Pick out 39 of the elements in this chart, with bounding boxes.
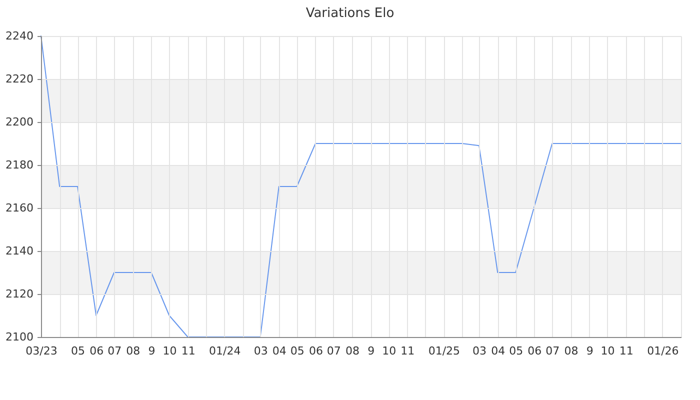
- x-tick-label: 08: [564, 344, 578, 358]
- x-tick-label: 11: [181, 344, 196, 358]
- x-tick-label: 10: [600, 344, 615, 358]
- y-tick-label: 2220: [6, 72, 34, 86]
- x-tick-label: 08: [346, 344, 360, 358]
- x-tick-label: 06: [528, 344, 542, 358]
- x-tick-label: 06: [308, 344, 323, 358]
- x-tick-label: 10: [382, 344, 396, 358]
- y-tick-label: 2100: [6, 330, 34, 344]
- x-tick-label: 9: [148, 344, 156, 358]
- x-tick-label: 10: [162, 344, 177, 358]
- x-tick-label: 03/23: [26, 344, 58, 358]
- x-tick-label: 04: [272, 344, 286, 358]
- x-tick-label: 9: [368, 344, 375, 358]
- chart-title: Variations Elo: [306, 6, 394, 21]
- x-tick-label: 06: [90, 344, 104, 358]
- y-tick-label: 2200: [6, 116, 34, 128]
- line-series: [40, 36, 682, 338]
- x-tick-label: 01/25: [428, 344, 460, 358]
- y-tick-label: 2160: [6, 202, 34, 214]
- x-tick-label: 05: [290, 344, 304, 358]
- x-tick-label: 03: [254, 344, 268, 358]
- y-tick-label: 2240: [6, 30, 34, 42]
- x-tick-label: 11: [400, 344, 415, 358]
- x-tick-label: 07: [326, 344, 341, 358]
- x-tick-label: 07: [108, 344, 122, 358]
- y-tick-label: 2120: [6, 288, 34, 300]
- x-tick-label: 11: [619, 344, 634, 358]
- x-tick-label: 07: [546, 344, 560, 358]
- x-tick-label: 01/24: [209, 344, 241, 358]
- x-tick-label: 05: [509, 344, 524, 358]
- x-tick-label: 03: [472, 344, 487, 358]
- x-tick-label: 04: [491, 344, 506, 358]
- y-tick-label: 2140: [6, 244, 34, 258]
- x-tick-label: 05: [71, 344, 86, 358]
- x-tick-label: 08: [126, 344, 140, 358]
- x-tick-label: 01/26: [647, 344, 679, 358]
- x-tick-label: 9: [586, 344, 594, 358]
- y-tick-label: 2180: [6, 158, 34, 172]
